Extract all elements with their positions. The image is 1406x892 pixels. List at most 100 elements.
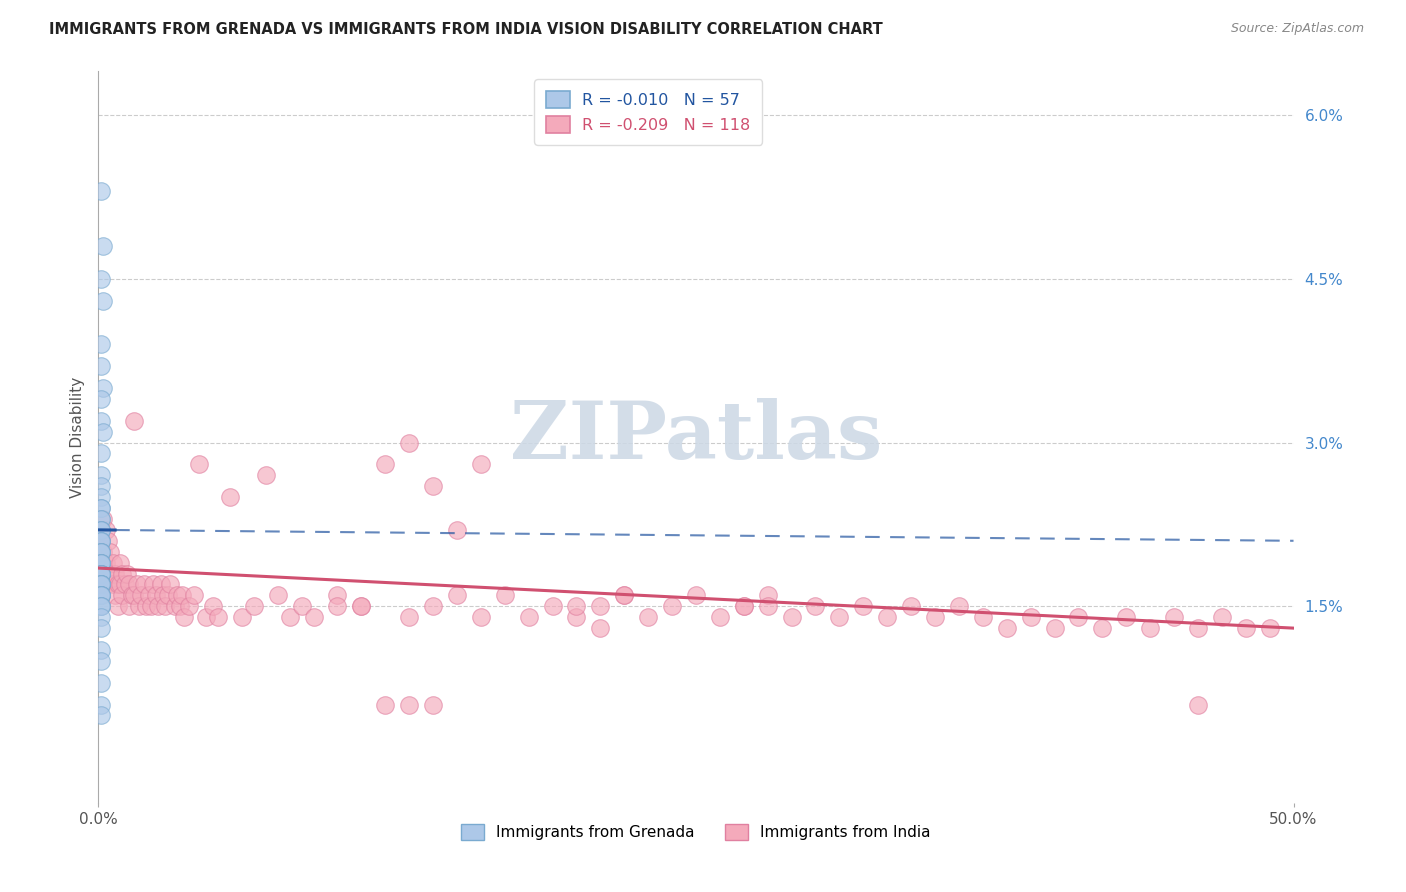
Point: [231, 610, 253, 624]
Point: [132, 577, 155, 591]
Point: [195, 610, 218, 624]
Point: [90, 533, 112, 548]
Text: Source: ZipAtlas.com: Source: ZipAtlas.com: [1230, 22, 1364, 36]
Point: [90, 566, 112, 581]
Point: [219, 490, 242, 504]
Point: [145, 588, 167, 602]
Point: [90, 654, 112, 668]
Point: [173, 610, 195, 624]
Point: [948, 599, 970, 614]
Point: [90, 708, 112, 723]
Y-axis label: Vision Disability: Vision Disability: [69, 376, 84, 498]
Point: [90, 566, 112, 581]
Point: [733, 599, 755, 614]
Point: [541, 599, 564, 614]
Point: [142, 577, 165, 591]
Point: [470, 458, 492, 472]
Point: [422, 698, 444, 712]
Point: [1258, 621, 1281, 635]
Point: [90, 556, 112, 570]
Point: [756, 599, 779, 614]
Point: [131, 588, 153, 602]
Point: [613, 588, 636, 602]
Point: [90, 501, 112, 516]
Point: [94, 577, 117, 591]
Point: [852, 599, 875, 614]
Point: [90, 577, 112, 591]
Point: [108, 577, 131, 591]
Point: [470, 610, 492, 624]
Point: [995, 621, 1018, 635]
Point: [90, 577, 112, 591]
Point: [90, 545, 112, 559]
Point: [90, 523, 112, 537]
Point: [128, 599, 150, 614]
Point: [1067, 610, 1090, 624]
Point: [589, 599, 612, 614]
Legend: Immigrants from Grenada, Immigrants from India: Immigrants from Grenada, Immigrants from…: [456, 817, 936, 847]
Point: [1019, 610, 1042, 624]
Point: [1187, 621, 1209, 635]
Point: [179, 599, 201, 614]
Point: [1091, 621, 1114, 635]
Point: [1211, 610, 1233, 624]
Point: [90, 698, 112, 712]
Point: [97, 566, 120, 581]
Point: [422, 599, 444, 614]
Point: [163, 599, 186, 614]
Point: [156, 588, 179, 602]
Point: [91, 425, 114, 439]
Point: [267, 588, 290, 602]
Point: [90, 468, 112, 483]
Point: [207, 610, 229, 624]
Point: [90, 588, 112, 602]
Point: [125, 577, 148, 591]
Point: [107, 577, 129, 591]
Point: [111, 588, 134, 602]
Point: [90, 588, 112, 602]
Point: [90, 610, 112, 624]
Point: [90, 490, 112, 504]
Point: [291, 599, 314, 614]
Point: [90, 588, 112, 602]
Point: [108, 556, 131, 570]
Point: [90, 599, 112, 614]
Point: [91, 381, 114, 395]
Text: ZIPatlas: ZIPatlas: [510, 398, 882, 476]
Point: [159, 577, 181, 591]
Point: [90, 566, 112, 581]
Point: [90, 337, 112, 351]
Point: [90, 523, 112, 537]
Point: [124, 414, 146, 428]
Point: [90, 545, 112, 559]
Point: [90, 545, 112, 559]
Point: [350, 599, 373, 614]
Point: [90, 533, 112, 548]
Point: [90, 675, 112, 690]
Point: [118, 599, 141, 614]
Point: [709, 610, 731, 624]
Point: [90, 556, 112, 570]
Point: [243, 599, 266, 614]
Point: [138, 588, 160, 602]
Point: [98, 545, 122, 559]
Point: [804, 599, 827, 614]
Point: [90, 621, 112, 635]
Point: [114, 577, 136, 591]
Point: [780, 610, 803, 624]
Point: [326, 588, 349, 602]
Point: [90, 501, 112, 516]
Point: [91, 512, 114, 526]
Point: [115, 566, 138, 581]
Point: [111, 566, 134, 581]
Point: [187, 458, 209, 472]
Point: [90, 272, 112, 286]
Point: [1187, 698, 1209, 712]
Point: [90, 566, 112, 581]
Point: [124, 588, 146, 602]
Point: [1115, 610, 1137, 624]
Point: [104, 566, 127, 581]
Point: [90, 392, 112, 406]
Point: [90, 566, 112, 581]
Point: [202, 599, 225, 614]
